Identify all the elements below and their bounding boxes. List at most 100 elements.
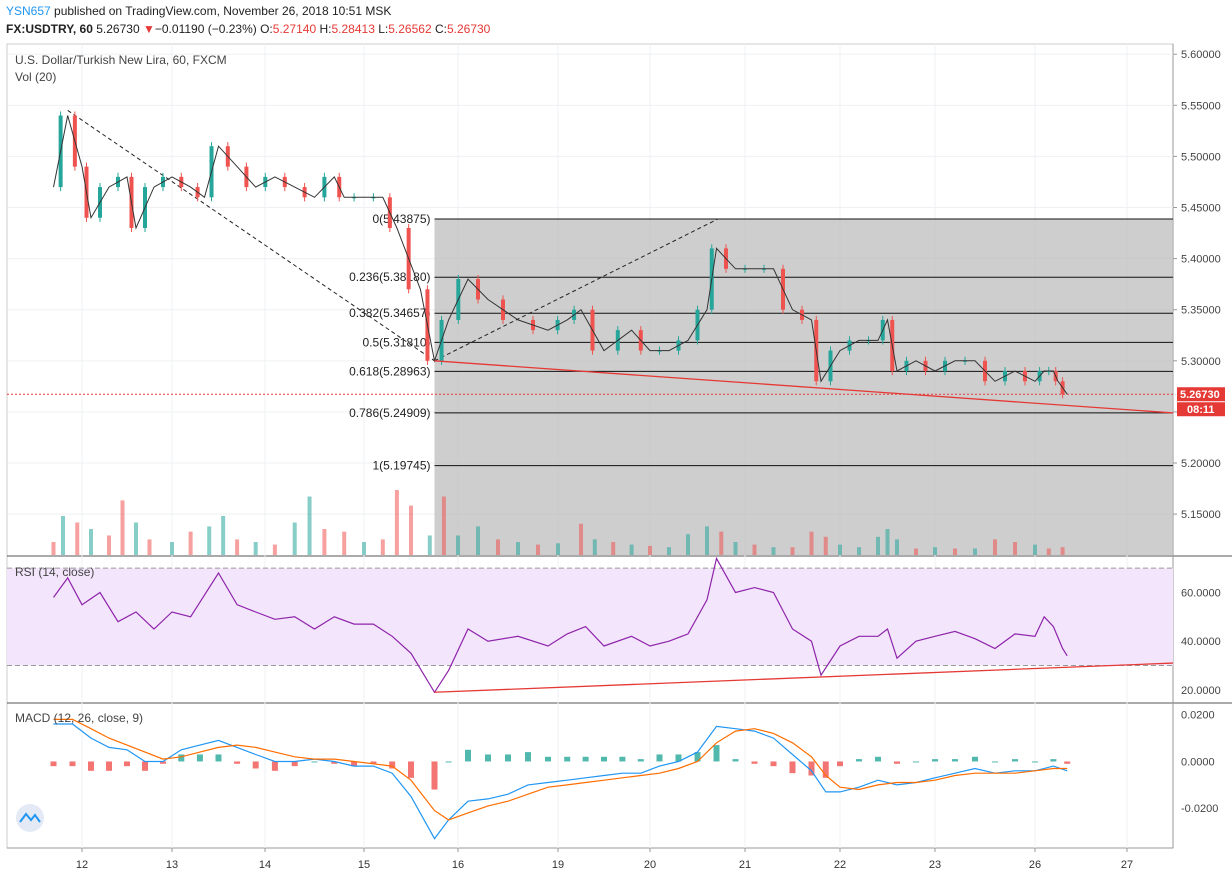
macd-histogram-bar [69,761,76,767]
volume-bar [1060,547,1065,555]
volume-bar [876,536,880,555]
macd-histogram-bar [465,749,471,762]
high-value: 5.28413 [331,22,375,36]
macd-histogram-bar [160,761,166,764]
volume-bar [629,544,634,555]
macd-histogram-bar [370,761,377,764]
volume-bar [1033,544,1037,555]
macd-histogram-bar [311,761,318,763]
macd-histogram-bar [50,761,57,767]
low-label: L: [378,22,389,36]
volume-bar [51,542,56,555]
volume-bar [307,496,312,555]
candle [743,268,747,270]
volume-bar [973,548,977,555]
price-axis-label: 5.30000 [1181,356,1221,368]
rsi-band [7,568,1173,666]
macd-axis-label: -0.0200 [1181,803,1218,815]
time-axis-label: 19 [552,859,564,871]
fib-level-label: 0.382(5.34657) [349,306,430,320]
main-legend: U.S. Dollar/Turkish New Lira, 60, FXCM [15,53,227,67]
macd-histogram-bar [1050,759,1057,762]
countdown-tag [1177,402,1225,417]
macd-histogram-bar [732,759,739,762]
volume-bar [476,526,480,555]
volume-bar [648,545,652,555]
macd-histogram-bar [485,754,491,762]
time-axis-label: 13 [166,859,178,871]
volume-bar [733,542,738,555]
candle [1046,371,1051,373]
macd-histogram-bar [351,761,358,767]
fib-level-label: 0.786(5.24909) [349,406,430,420]
volume-bar [272,544,277,555]
macd-histogram-bar [331,761,338,764]
close-label: C: [434,22,447,36]
macd-signal-line [53,718,1068,821]
volume-bar [790,547,795,555]
price-axis-label: 5.60000 [1181,49,1221,61]
high-label: H: [319,22,332,36]
publish-line: YSN657 published on TradingView.com, Nov… [6,4,391,18]
rsi-axis-label: 40.0000 [1181,636,1221,648]
price-axis-label: 5.45000 [1181,203,1221,215]
volume-bar [857,547,861,555]
low-value: 5.26562 [388,22,432,36]
volume-bar [1013,542,1017,555]
macd-histogram-bar [582,756,589,762]
volume-bar [752,544,757,555]
volume-bar [409,505,413,555]
macd-axis-label: 0.0000 [1181,756,1215,768]
macd-histogram-bar [431,761,438,790]
price-line [53,115,1068,395]
macd-histogram-bar [952,759,958,762]
volume-bar [322,529,327,555]
rsi-axis-label: 60.0000 [1181,588,1221,600]
macd-histogram-bar [408,761,414,778]
price-axis-label: 5.35000 [1181,305,1221,317]
time-axis-label: 14 [259,859,271,871]
volume-bar [809,531,814,555]
time-axis-label: 22 [834,859,846,871]
change-arrow-icon: ▼ [142,22,155,36]
change-value: −0.01190 (−0.23%) [154,22,257,36]
time-axis-label: 15 [358,859,370,871]
macd-histogram-bar [822,761,829,778]
macd-histogram-bar [837,761,843,767]
macd-histogram-bar [932,759,938,762]
macd-histogram-bar [271,761,278,771]
macd-histogram-bar [713,745,720,762]
volume-bar [496,539,500,555]
macd-histogram-bar [913,761,919,763]
time-axis-label: 20 [644,859,656,871]
volume-bar [556,543,560,555]
author-link[interactable]: YSN657 [6,4,51,18]
volume-bar [516,542,520,555]
volume-bar [579,523,583,555]
fib-level-label: 1(5.19745) [372,459,430,473]
logo-wave-icon [19,812,41,823]
macd-histogram-bar [770,761,777,767]
price-axis-label: 5.50000 [1181,151,1221,163]
volume-bar [686,534,690,555]
price-axis-label: 5.15000 [1181,509,1221,521]
volume-bar [993,539,997,555]
rsi-line [53,556,1068,694]
symbol-label[interactable]: FX:USDTRY, 60 [6,22,93,36]
macd-histogram-bar [808,761,815,776]
volume-bar [147,539,152,555]
open-value: 5.27140 [272,22,317,36]
macd-histogram-bar [564,756,571,762]
macd-histogram-bar [1064,761,1071,764]
macd-histogram-bar [88,761,94,771]
fib-level-label: 0.618(5.28963) [349,364,430,378]
volume-bar [838,544,842,555]
volume-bar [771,547,776,555]
dashed-trend-line [434,218,719,362]
volume-bar [362,542,366,555]
chart-header: YSN657 published on TradingView.com, Nov… [0,0,1232,42]
volume-legend: Vol (20) [15,70,56,84]
time-axis-label: 16 [452,859,464,871]
rsi-axis-label: 20.0000 [1181,685,1221,697]
